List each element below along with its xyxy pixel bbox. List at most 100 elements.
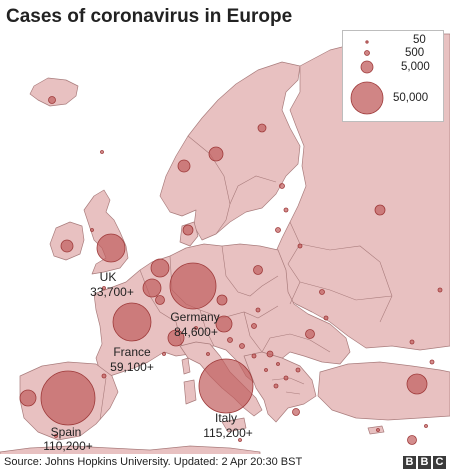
- bbc-logo: B B C: [403, 456, 446, 469]
- bubble-russia: [374, 204, 386, 216]
- bubble-iceland: [48, 96, 56, 104]
- bubble-turkey: [406, 373, 428, 395]
- bubble-norway: [177, 159, 191, 173]
- legend-symbols: [350, 40, 384, 115]
- bubble-czech: [216, 294, 228, 306]
- label-france-name: France: [113, 345, 151, 359]
- legend-label-50: 50: [413, 34, 426, 46]
- turkey: [317, 361, 450, 421]
- bubble-hungary: [251, 323, 257, 329]
- border-line: [187, 135, 231, 205]
- bubble-slovakia: [255, 307, 261, 313]
- bubble-gibraltar: [54, 434, 58, 438]
- bubble-uk: [96, 233, 126, 263]
- bubble-estonia: [279, 183, 285, 189]
- bubble-andorra: [101, 373, 107, 379]
- bubble-north-macedonia: [283, 375, 289, 381]
- bubble-belarus: [297, 243, 303, 249]
- sardinia: [183, 379, 197, 405]
- label-uk-cases: 33,700+: [90, 285, 134, 299]
- source-text: Source: Johns Hopkins University. Update…: [4, 456, 303, 468]
- bubble-jersey: [102, 286, 106, 290]
- bubble-georgia: [409, 339, 415, 345]
- legend: 50 500 5,000 50,000: [342, 30, 444, 122]
- bubble-kosovo: [276, 362, 280, 366]
- border-line: [261, 333, 331, 353]
- bubble-denmark: [182, 224, 194, 236]
- bubble-montenegro: [264, 368, 268, 372]
- border-line: [287, 221, 301, 305]
- scandinavia: [159, 61, 301, 241]
- bubble-germany: [169, 262, 217, 310]
- label-germany-name: Germany: [170, 310, 219, 324]
- bubble-poland: [253, 265, 263, 275]
- border-line: [285, 391, 301, 395]
- bubble-luxembourg: [155, 295, 165, 305]
- legend-bubble-500: [364, 50, 370, 56]
- bubble-romania: [305, 329, 315, 339]
- bubble-slovenia: [227, 337, 233, 343]
- bubble-bulgaria: [295, 367, 301, 373]
- bubble-lebanon: [424, 424, 428, 428]
- border-line: [299, 281, 393, 301]
- bubble-moldova: [323, 315, 329, 321]
- bbc-logo-letter: B: [403, 456, 416, 469]
- footer: Source: Johns Hopkins University. Update…: [0, 454, 450, 471]
- border-line: [215, 175, 277, 235]
- border-line: [99, 377, 107, 421]
- legend-label-500: 500: [405, 47, 425, 59]
- bubble-ireland: [60, 239, 74, 253]
- continent: [93, 243, 351, 387]
- border-line: [199, 309, 215, 347]
- cyprus: [367, 425, 385, 435]
- bubble-netherlands: [150, 258, 170, 278]
- legend-bubble-50: [365, 40, 369, 44]
- bubble-ukraine: [319, 289, 325, 295]
- bubble-austria: [215, 315, 233, 333]
- label-spain-name: Spain: [51, 425, 82, 439]
- bubble-portugal: [19, 389, 37, 407]
- legend-bubble-5000: [360, 60, 374, 74]
- bubble-cyprus: [376, 428, 380, 432]
- bubble-faroe: [100, 150, 104, 154]
- bubble-france: [112, 302, 152, 342]
- bubble-greece: [292, 408, 300, 416]
- label-france-cases: 59,100+: [110, 360, 154, 374]
- corsica: [181, 357, 191, 375]
- bbc-logo-letter: C: [433, 456, 446, 469]
- iceland: [29, 77, 79, 107]
- legend-bubble-50000: [350, 81, 384, 115]
- bubble-spain: [40, 370, 96, 426]
- label-germany-cases: 84,600+: [174, 325, 218, 339]
- bubble-bosnia: [251, 353, 257, 359]
- bubble-finland: [257, 123, 267, 133]
- legend-label-50000: 50,000: [393, 92, 429, 104]
- border-line: [221, 245, 279, 297]
- bbc-logo-letter: B: [418, 456, 431, 469]
- bubble-isle-of-man: [90, 228, 94, 232]
- bubble-serbia: [266, 350, 274, 358]
- bubble-belgium: [142, 278, 162, 298]
- sicily: [221, 417, 247, 433]
- label-italy-cases: 115,200+: [203, 426, 253, 440]
- label-uk-name: UK: [100, 270, 117, 284]
- border-line: [243, 311, 263, 353]
- bubble-sweden: [208, 146, 224, 162]
- border-line: [299, 243, 393, 323]
- border-line: [271, 377, 305, 385]
- bubble-liechtenstein: [194, 326, 198, 330]
- bubble-croatia: [239, 343, 245, 349]
- bubble-italy: [198, 358, 254, 414]
- label-spain-cases: 110,200+: [43, 439, 93, 453]
- bubble-armenia: [429, 359, 435, 365]
- bubble-albania: [273, 383, 279, 389]
- bubble-monaco: [162, 352, 166, 356]
- bubble-latvia: [283, 207, 289, 213]
- bubble-san-marino: [206, 352, 210, 356]
- bubble-kazakhstan: [437, 287, 443, 293]
- bubble-lithuania: [275, 227, 281, 233]
- bubble-israel: [407, 435, 417, 445]
- north-africa: [0, 445, 261, 455]
- label-italy-name: Italy: [215, 411, 237, 425]
- legend-label-5000: 5,000: [401, 61, 430, 73]
